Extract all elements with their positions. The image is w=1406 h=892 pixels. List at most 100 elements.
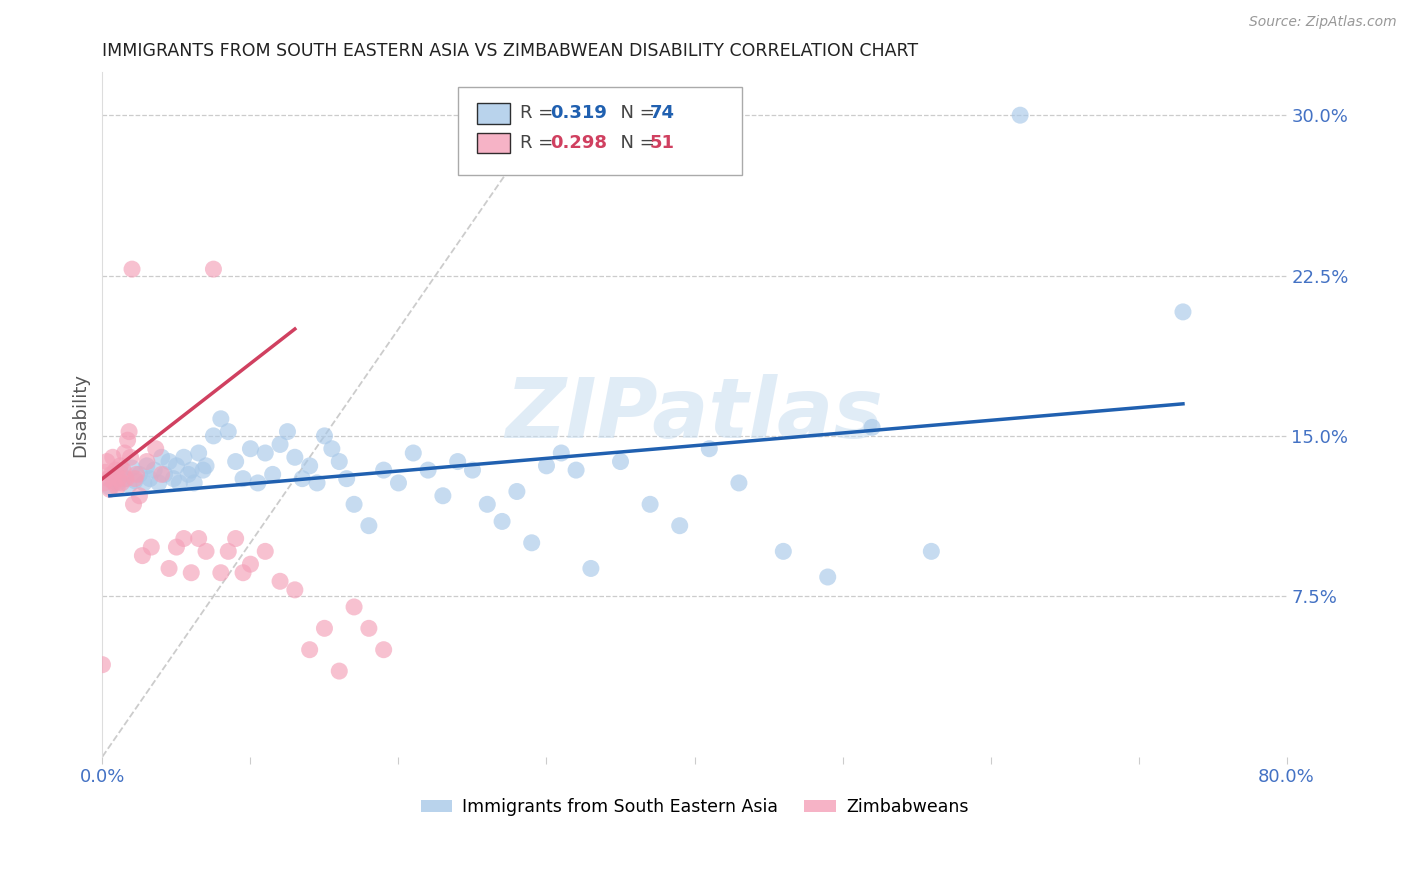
Point bbox=[217, 425, 239, 439]
Point bbox=[157, 561, 180, 575]
Point bbox=[153, 467, 176, 482]
Point bbox=[276, 425, 298, 439]
Point bbox=[124, 474, 146, 488]
Point bbox=[150, 467, 173, 482]
Point bbox=[177, 467, 200, 482]
Point bbox=[565, 463, 588, 477]
Point bbox=[145, 442, 167, 456]
Text: Source: ZipAtlas.com: Source: ZipAtlas.com bbox=[1249, 15, 1396, 29]
Point bbox=[225, 532, 247, 546]
Point bbox=[343, 497, 366, 511]
Point bbox=[141, 540, 163, 554]
Point bbox=[128, 467, 150, 482]
Point bbox=[114, 472, 136, 486]
Point bbox=[269, 574, 291, 589]
Point bbox=[343, 599, 366, 614]
Text: 0.319: 0.319 bbox=[550, 104, 607, 122]
Point bbox=[202, 262, 225, 277]
Point bbox=[111, 475, 134, 490]
Point bbox=[728, 475, 751, 490]
Point bbox=[246, 475, 269, 490]
Point bbox=[103, 469, 125, 483]
Point bbox=[550, 446, 572, 460]
Point bbox=[107, 472, 129, 486]
Point bbox=[91, 657, 114, 672]
Point bbox=[357, 518, 380, 533]
Text: N =: N = bbox=[609, 104, 661, 122]
Text: 74: 74 bbox=[650, 104, 675, 122]
Point bbox=[298, 458, 321, 473]
Point bbox=[298, 642, 321, 657]
Point bbox=[328, 664, 350, 678]
Point bbox=[291, 472, 314, 486]
Point bbox=[98, 480, 121, 494]
Point bbox=[668, 518, 690, 533]
Point bbox=[202, 429, 225, 443]
Point bbox=[314, 621, 336, 635]
Point bbox=[101, 450, 124, 465]
Point bbox=[98, 483, 121, 497]
Point bbox=[169, 475, 191, 490]
Point bbox=[225, 454, 247, 468]
Point bbox=[328, 454, 350, 468]
Point bbox=[165, 458, 187, 473]
Point bbox=[157, 454, 180, 468]
Point bbox=[96, 454, 118, 468]
FancyBboxPatch shape bbox=[458, 87, 742, 175]
Point bbox=[262, 467, 284, 482]
Point bbox=[135, 454, 157, 468]
Text: R =: R = bbox=[520, 134, 560, 152]
Text: R =: R = bbox=[520, 104, 560, 122]
Point bbox=[387, 475, 409, 490]
Point bbox=[120, 450, 142, 465]
Point bbox=[97, 472, 120, 486]
Point bbox=[112, 463, 135, 477]
Point bbox=[579, 561, 602, 575]
Point bbox=[373, 642, 395, 657]
Text: ZIPatlas: ZIPatlas bbox=[506, 374, 883, 455]
Point bbox=[180, 463, 202, 477]
Point bbox=[477, 497, 499, 511]
Point bbox=[128, 489, 150, 503]
Point bbox=[536, 458, 558, 473]
Point bbox=[173, 450, 195, 465]
Point bbox=[920, 544, 942, 558]
Point bbox=[697, 442, 720, 456]
Point bbox=[122, 497, 145, 511]
Point bbox=[284, 582, 307, 597]
Point bbox=[254, 544, 277, 558]
Point bbox=[217, 544, 239, 558]
Point bbox=[817, 570, 839, 584]
Point bbox=[209, 411, 232, 425]
Point bbox=[105, 475, 128, 490]
Point bbox=[108, 465, 131, 479]
Point bbox=[105, 480, 128, 494]
Point bbox=[118, 425, 141, 439]
Point bbox=[132, 475, 155, 490]
Point bbox=[93, 475, 115, 490]
Point bbox=[180, 566, 202, 580]
Point bbox=[191, 463, 214, 477]
Point bbox=[506, 484, 529, 499]
Point bbox=[1010, 108, 1032, 122]
Point bbox=[117, 433, 139, 447]
Point bbox=[187, 532, 209, 546]
Point bbox=[461, 463, 484, 477]
Point bbox=[131, 549, 153, 563]
Point bbox=[860, 420, 883, 434]
Point bbox=[121, 461, 143, 475]
Point bbox=[239, 442, 262, 456]
Point bbox=[183, 475, 205, 490]
Point bbox=[143, 463, 166, 477]
Point bbox=[115, 472, 138, 486]
Point bbox=[772, 544, 794, 558]
Point bbox=[520, 536, 543, 550]
Point bbox=[135, 458, 157, 473]
Point bbox=[432, 489, 454, 503]
Point bbox=[125, 467, 148, 482]
Point bbox=[124, 472, 146, 486]
FancyBboxPatch shape bbox=[477, 103, 510, 124]
Point bbox=[150, 450, 173, 465]
Point bbox=[254, 446, 277, 460]
Point bbox=[165, 540, 187, 554]
